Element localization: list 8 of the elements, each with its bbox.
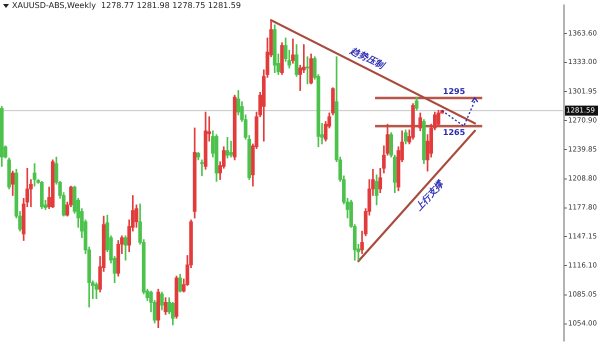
candlestick <box>229 140 233 158</box>
candlestick <box>200 160 204 176</box>
chart-title: XAUUSD-ABS,Weekly 1278.77 1281.98 1278.75 1281.59 <box>12 1 241 10</box>
candlestick <box>306 56 310 84</box>
annotation: 趋势压制 <box>347 44 388 72</box>
ref-line-label: 1295 <box>442 87 466 96</box>
annotation: 上行支撑 <box>413 177 448 214</box>
ref-line-label: 1265 <box>442 128 466 138</box>
